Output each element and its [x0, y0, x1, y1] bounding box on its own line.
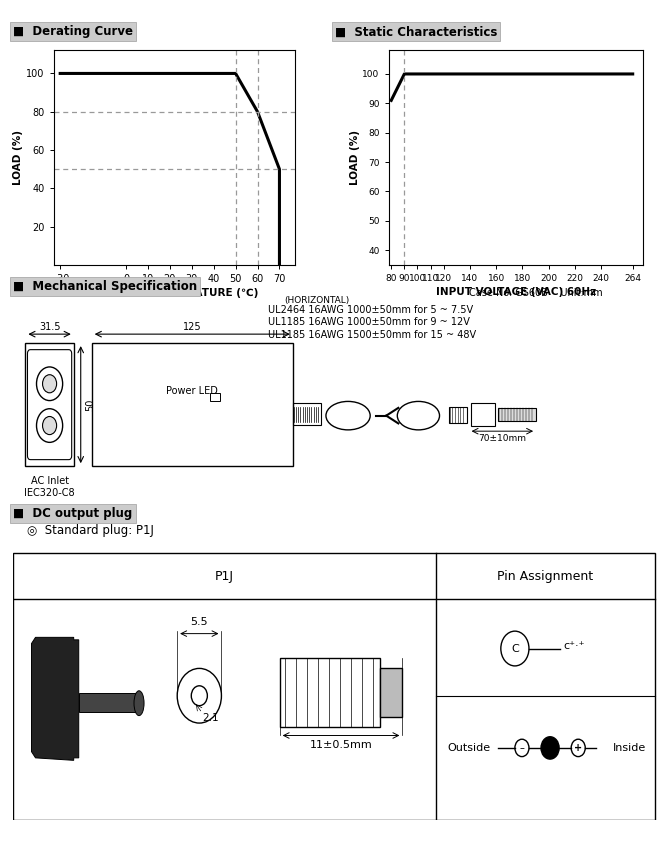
Text: ■  Mechanical Specification: ■ Mechanical Specification [13, 280, 198, 294]
X-axis label: INPUT VOLTAGE (VAC) 60Hz: INPUT VOLTAGE (VAC) 60Hz [436, 287, 596, 297]
Text: 125: 125 [183, 321, 202, 331]
Bar [25, 343, 74, 466]
Circle shape [572, 739, 586, 757]
Bar [210, 393, 220, 401]
Circle shape [515, 739, 529, 757]
Text: 70±10mm: 70±10mm [478, 434, 527, 442]
Text: C: C [511, 643, 519, 653]
Text: P1J: P1J [215, 570, 234, 583]
Text: ■  Derating Curve: ■ Derating Curve [13, 25, 133, 39]
Ellipse shape [134, 690, 144, 716]
Text: (HORIZONTAL): (HORIZONTAL) [284, 295, 349, 304]
Circle shape [501, 631, 529, 666]
Text: 2.1: 2.1 [202, 713, 219, 723]
Circle shape [43, 416, 57, 435]
Text: Pin Assignment: Pin Assignment [497, 570, 593, 583]
Text: UL2464 16AWG 1000±50mm for 5 ~ 7.5V: UL2464 16AWG 1000±50mm for 5 ~ 7.5V [268, 304, 473, 315]
Ellipse shape [397, 401, 440, 430]
Text: AC Inlet
IEC320-C8: AC Inlet IEC320-C8 [24, 477, 75, 498]
Bar [293, 403, 321, 425]
Text: Outside: Outside [448, 743, 490, 753]
Bar [92, 343, 293, 466]
Text: UL1185 16AWG 1500±50mm for 15 ~ 48V: UL1185 16AWG 1500±50mm for 15 ~ 48V [268, 330, 476, 340]
Y-axis label: LOAD (%): LOAD (%) [350, 130, 360, 185]
Text: 31.5: 31.5 [39, 321, 60, 331]
FancyBboxPatch shape [27, 350, 72, 460]
Text: –: – [519, 743, 525, 753]
Y-axis label: LOAD (%): LOAD (%) [13, 130, 23, 185]
Circle shape [177, 669, 222, 723]
Bar [449, 406, 467, 423]
Polygon shape [31, 637, 79, 760]
Bar [498, 408, 536, 420]
Text: Case No. GS60B    Unit:mm: Case No. GS60B Unit:mm [469, 288, 602, 298]
Text: Power LED: Power LED [166, 385, 218, 395]
Text: ■  Static Characteristics: ■ Static Characteristics [335, 25, 497, 39]
Circle shape [192, 685, 208, 706]
Ellipse shape [326, 401, 370, 430]
Text: +: + [574, 743, 582, 753]
Text: UL1185 16AWG 1000±50mm for 9 ~ 12V: UL1185 16AWG 1000±50mm for 9 ~ 12V [268, 317, 470, 327]
Bar [381, 669, 402, 717]
X-axis label: AMBIENT TEMPERATURE (℃): AMBIENT TEMPERATURE (℃) [90, 288, 259, 298]
Circle shape [541, 737, 559, 759]
Bar [79, 693, 139, 711]
Text: 11±0.5mm: 11±0.5mm [310, 740, 373, 750]
Text: ◎  Standard plug: P1J: ◎ Standard plug: P1J [27, 524, 153, 537]
Circle shape [43, 375, 57, 393]
Circle shape [36, 409, 63, 442]
Text: ■  DC output plug: ■ DC output plug [13, 507, 133, 521]
Bar [280, 659, 381, 727]
Text: c⁺·⁺: c⁺·⁺ [563, 641, 585, 651]
Circle shape [36, 367, 63, 400]
Text: 50: 50 [85, 399, 94, 411]
Text: 5.5: 5.5 [190, 617, 208, 627]
Bar [470, 403, 494, 426]
Text: Inside: Inside [613, 743, 647, 753]
